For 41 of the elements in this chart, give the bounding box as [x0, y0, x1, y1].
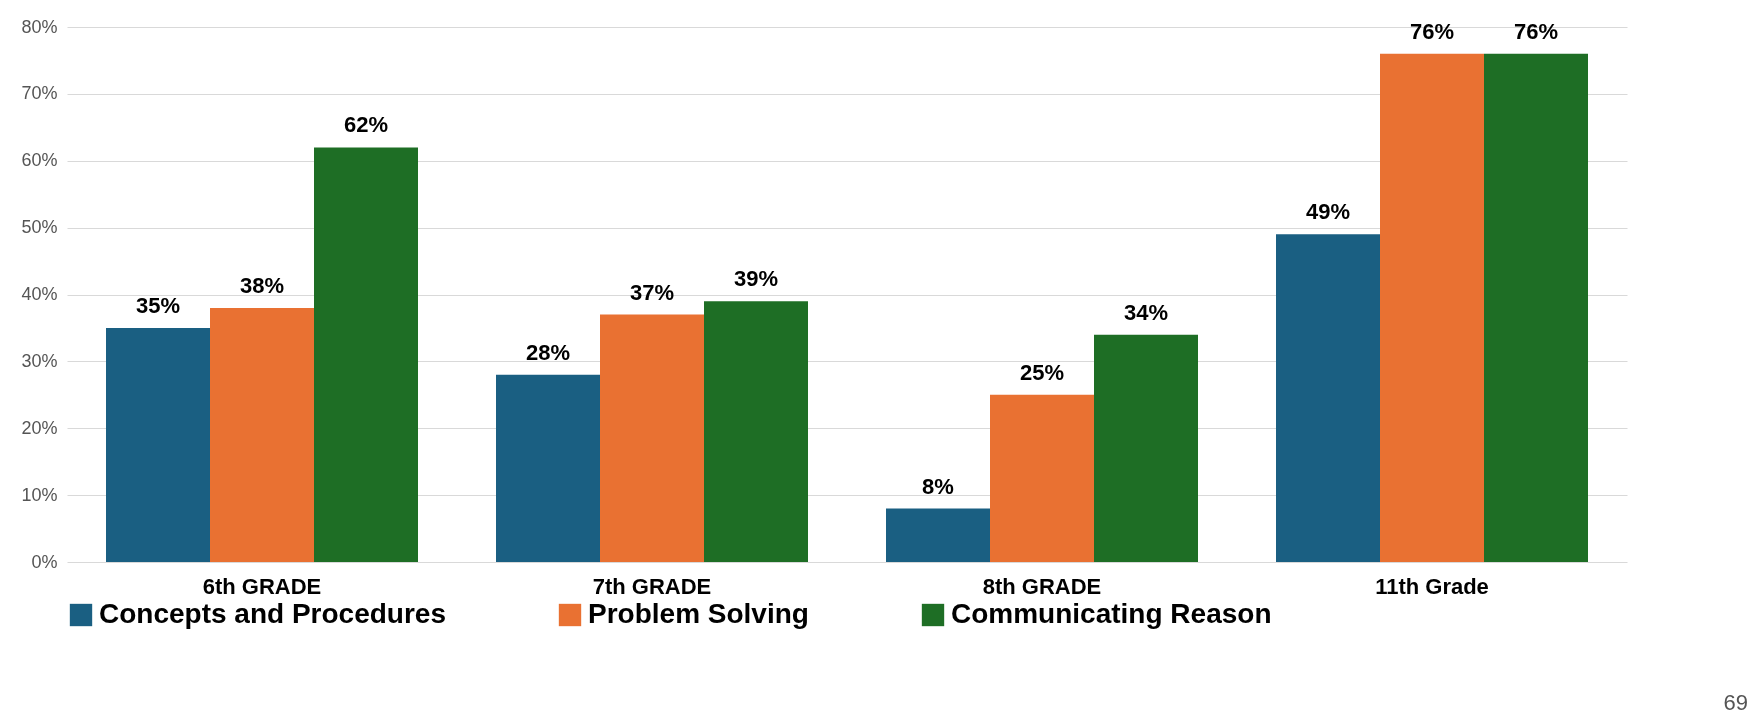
bar: [1380, 53, 1484, 562]
legend-label: Communicating Reason: [951, 598, 1272, 629]
data-label: 34%: [1123, 299, 1169, 325]
y-tick-label: 60%: [21, 150, 58, 171]
data-label: 37%: [629, 279, 675, 305]
bar: [704, 301, 808, 562]
legend-label: Concepts and Procedures: [99, 598, 446, 629]
data-label: 62%: [343, 112, 389, 138]
bar: [1094, 334, 1198, 562]
bar: [210, 307, 314, 562]
y-tick-label: 30%: [21, 350, 58, 371]
x-tick-label: 8th GRADE: [982, 573, 1102, 599]
y-tick-label: 70%: [21, 83, 58, 104]
y-tick-label: 0%: [31, 551, 58, 572]
data-label: 35%: [135, 292, 181, 318]
bar: [886, 508, 990, 562]
bar: [600, 314, 704, 562]
data-label: 8%: [922, 473, 954, 499]
bar: [496, 374, 600, 562]
legend-label: Problem Solving: [588, 598, 809, 629]
y-tick-label: 20%: [21, 417, 58, 438]
y-tick-label: 40%: [21, 284, 58, 304]
bar: [1484, 53, 1588, 562]
bar: [1276, 234, 1380, 562]
x-tick-label: 11th Grade: [1375, 573, 1489, 599]
y-tick-label: 50%: [21, 217, 58, 238]
text: 69: [1723, 690, 1748, 716]
x-tick-label: 7th GRADE: [592, 573, 712, 599]
data-label: 39%: [733, 266, 779, 292]
x-tick-label: 6th GRADE: [202, 573, 322, 599]
data-label: 76%: [1513, 18, 1559, 44]
y-tick-label: 10%: [21, 484, 58, 505]
bar: [990, 394, 1094, 562]
bar: [314, 147, 418, 562]
y-tick-label: 80%: [21, 16, 58, 37]
data-label: 25%: [1019, 359, 1065, 385]
data-label: 38%: [239, 272, 285, 298]
data-label: 49%: [1305, 199, 1351, 225]
data-label: 28%: [525, 339, 571, 365]
data-label: 76%: [1409, 18, 1455, 44]
bar: [106, 327, 210, 562]
